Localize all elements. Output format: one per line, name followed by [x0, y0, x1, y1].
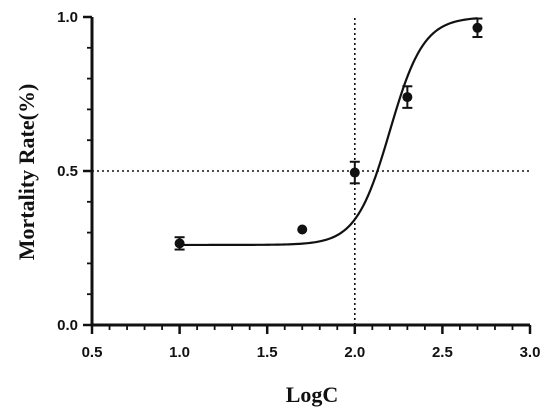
data-point — [349, 167, 360, 178]
axes — [90, 17, 530, 327]
x-tick-label: 0.5 — [82, 344, 103, 361]
y-tick-label: 1.0 — [57, 9, 78, 26]
x-tick-label: 1.5 — [257, 344, 278, 361]
x-tick-label: 1.0 — [169, 344, 190, 361]
x-axis-title: LogC — [286, 382, 339, 407]
y-axis-ticks: 0.0 0.5 1.0 — [57, 9, 92, 334]
fit-curve — [179, 17, 478, 247]
x-axis-ticks: 0.5 1.0 1.5 2.0 2.5 3.0 — [82, 325, 541, 361]
data-point — [174, 238, 185, 249]
data-point — [402, 92, 413, 103]
x-tick-label: 3.0 — [520, 344, 541, 361]
y-axis-title: Mortality Rate(%) — [14, 84, 39, 261]
x-tick-label: 2.5 — [432, 344, 453, 361]
x-tick-label: 2.0 — [344, 344, 365, 361]
fit-curve-layer — [179, 17, 478, 247]
y-tick-label: 0.0 — [57, 317, 78, 334]
data-point — [472, 22, 483, 33]
data-point — [297, 224, 308, 235]
data-points-layer — [174, 17, 483, 251]
y-tick-label: 0.5 — [57, 163, 78, 180]
reference-lines — [92, 17, 530, 325]
